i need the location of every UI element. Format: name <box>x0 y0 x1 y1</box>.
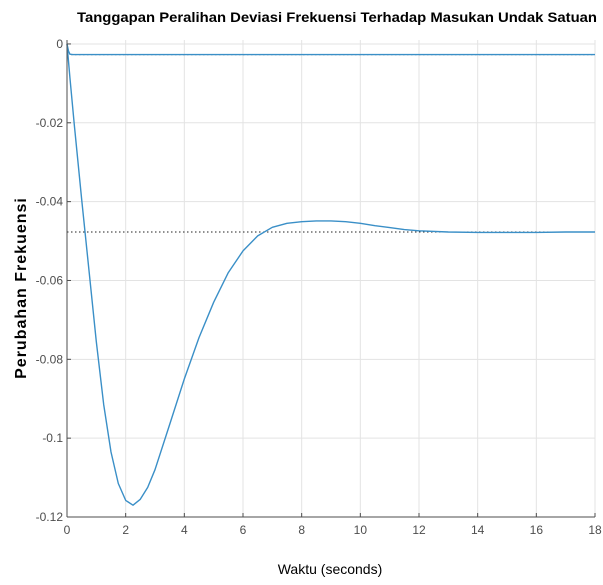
x-tick-label: 6 <box>240 523 247 537</box>
reference-lines <box>67 54 595 233</box>
grid <box>67 40 596 518</box>
x-tick-label: 0 <box>64 523 71 537</box>
axes <box>66 40 596 518</box>
x-tick-label: 4 <box>181 523 188 537</box>
x-tick-label: 12 <box>412 523 426 537</box>
x-tick-label: 2 <box>122 523 129 537</box>
x-tick-label: 8 <box>298 523 305 537</box>
y-tick-label: -0.12 <box>36 510 64 524</box>
series-line-2 <box>66 43 595 506</box>
tick-labels: 0 2 4 6 8 10 12 14 16 18 0 -0.02 -0.04 -0.06 -0.08 -0.1… <box>36 37 602 537</box>
y-tick-label: -0.04 <box>36 195 64 209</box>
x-tick-label: 18 <box>588 523 602 537</box>
series-line-1 <box>66 43 595 56</box>
y-axis-label: Perubahan Frekuensi <box>13 197 30 379</box>
x-tick-label: 10 <box>354 523 368 537</box>
y-tick-label: -0.02 <box>36 116 64 130</box>
y-tick-label: 0 <box>56 37 63 51</box>
x-tick-label: 16 <box>530 523 544 537</box>
y-tick-label: -0.06 <box>36 273 64 287</box>
x-axis-label: Waktu (seconds) <box>278 561 383 577</box>
chart-title: Tanggapan Peralihan Deviasi Frekuensi Te… <box>77 9 597 25</box>
y-tick-label: -0.08 <box>36 352 64 366</box>
x-tick-label: 14 <box>471 523 485 537</box>
series-lines <box>66 43 595 506</box>
y-tick-label: -0.1 <box>42 431 63 445</box>
